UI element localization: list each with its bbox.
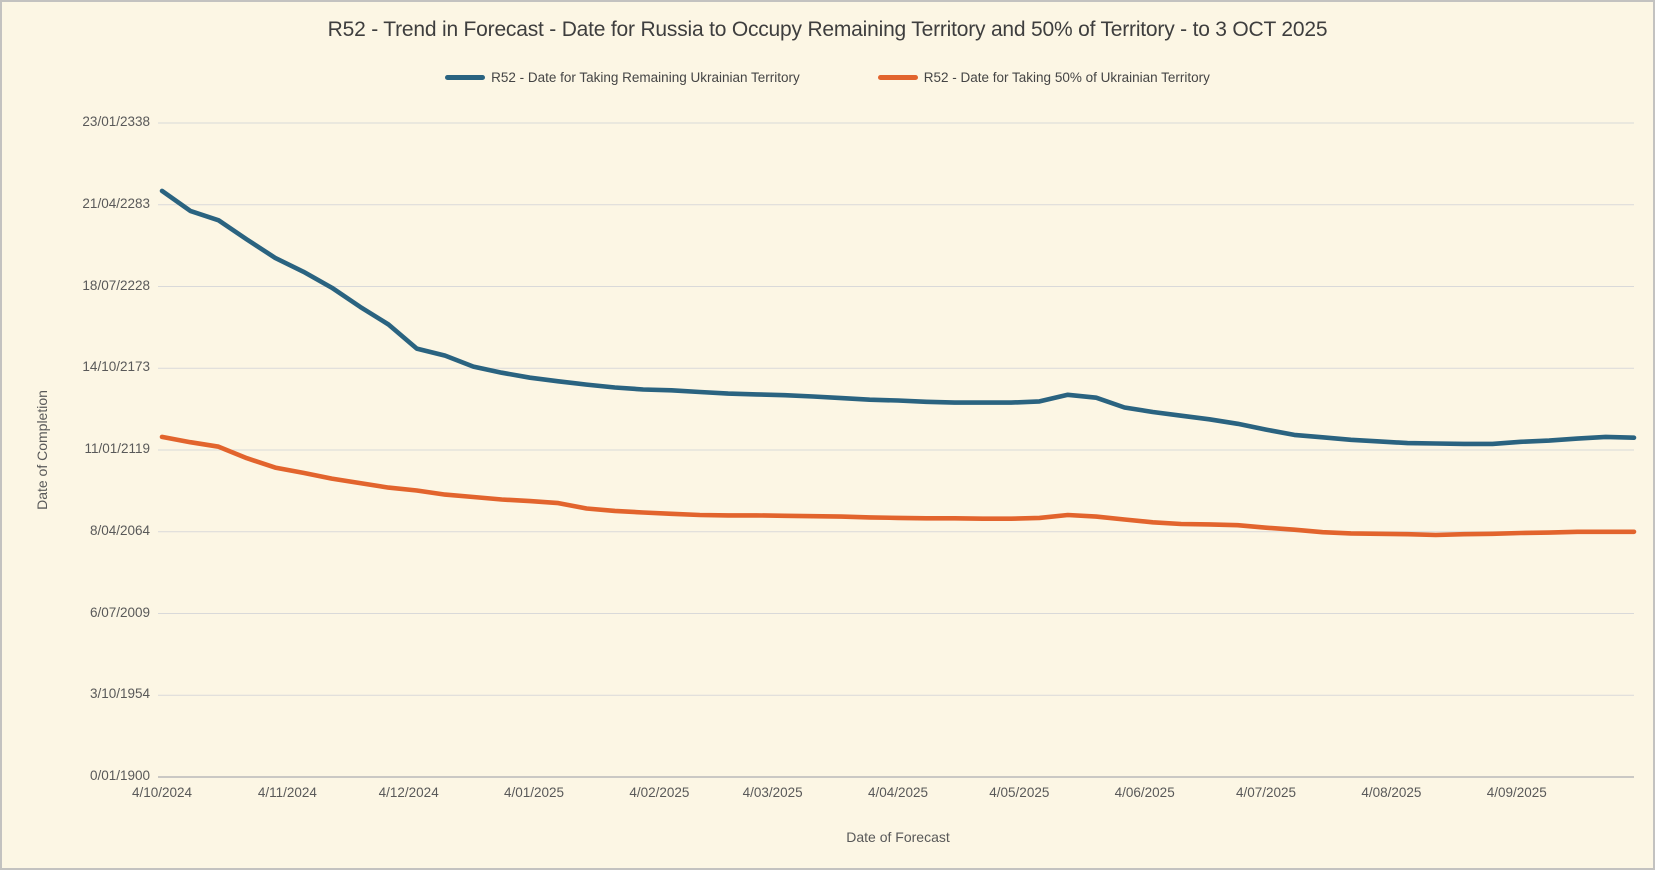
legend-line-swatch-remaining (445, 75, 486, 80)
series-line-50pct-territory (159, 434, 1637, 538)
x-tick-label: 4/10/2024 (131, 785, 193, 800)
legend-line-swatch-50pct (877, 75, 918, 80)
y-tick-label: 6/07/2009 (89, 604, 150, 620)
y-tick-label: 0/01/1900 (89, 768, 150, 783)
legend-item-50pct-territory: R52 - Date for Taking 50% of Ukrainian T… (877, 70, 1210, 85)
y-tick-label: 11/01/2119 (84, 441, 150, 456)
x-tick-label: 4/04/2025 (867, 785, 929, 800)
x-tick-label: 4/02/2025 (629, 785, 690, 800)
x-tick-label: 4/08/2025 (1361, 785, 1422, 800)
legend: R52 - Date for Taking Remaining Ukrainia… (2, 70, 1653, 85)
x-tick-label: 4/11/2024 (257, 785, 317, 800)
chart-title: R52 - Trend in Forecast - Date for Russi… (327, 18, 1328, 41)
x-tick-label: 4/05/2025 (989, 785, 1050, 800)
x-tick-label: 4/06/2025 (1114, 785, 1175, 800)
x-tick-label: 4/01/2025 (504, 785, 565, 800)
x-tick-label: 4/09/2025 (1486, 785, 1547, 800)
series-line-remaining-territory (159, 188, 1637, 447)
x-tick-label: 4/12/2024 (378, 785, 439, 800)
x-axis-title: Date of Forecast (846, 829, 950, 845)
x-tick-label: 4/03/2025 (742, 785, 803, 800)
legend-item-remaining-territory: R52 - Date for Taking Remaining Ukrainia… (445, 70, 800, 85)
y-tick-label: 8/04/2064 (89, 522, 150, 538)
legend-label-50pct: R52 - Date for Taking 50% of Ukrainian T… (923, 70, 1210, 85)
x-tick-label: 4/07/2025 (1235, 785, 1297, 800)
y-tick-label: 3/10/1954 (89, 686, 150, 702)
legend-label-remaining: R52 - Date for Taking Remaining Ukrainia… (491, 70, 800, 85)
y-tick-label: 14/10/2173 (82, 359, 150, 375)
y-tick-label: 18/07/2228 (82, 277, 150, 293)
y-tick-label: 23/01/2338 (82, 114, 150, 129)
y-tick-label: 21/04/2283 (82, 195, 150, 211)
